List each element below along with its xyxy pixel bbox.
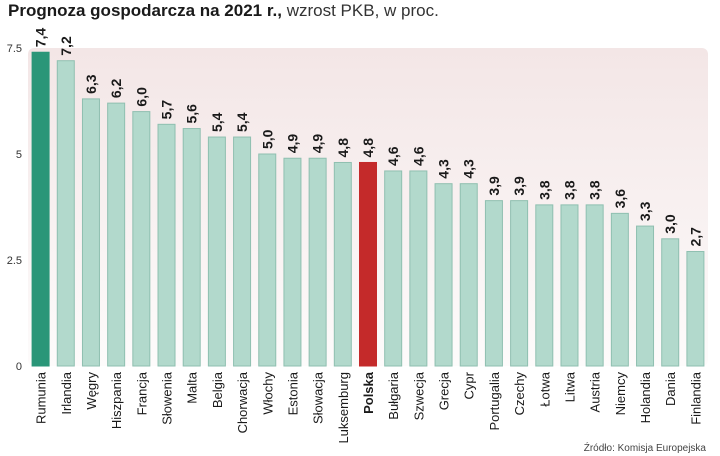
value-label: 3,9	[511, 176, 527, 196]
category-label: Słowacja	[311, 371, 326, 424]
value-label: 7,4	[33, 28, 49, 48]
bar	[636, 225, 655, 367]
value-label: 4,9	[284, 134, 300, 154]
value-label: 7,2	[58, 36, 74, 56]
value-label: 4,3	[461, 159, 477, 179]
y-tick-label: 2.5	[7, 255, 22, 267]
category-label: Litwa	[562, 371, 577, 402]
bar	[434, 183, 453, 367]
bar	[585, 204, 604, 367]
bar	[182, 128, 201, 367]
bar	[535, 204, 554, 367]
category-labels: Rumunia Irlandia Węgry Hiszpania Francja Słow…	[34, 371, 704, 443]
value-label: 4,6	[410, 146, 426, 166]
chart-title: Prognoza gospodarcza na 2021 r., wzrost …	[8, 1, 439, 21]
y-tick-label: 7.5	[7, 43, 22, 55]
value-label: 4,8	[335, 138, 351, 158]
chart-subtitle: wzrost PKB, w proc.	[286, 1, 439, 20]
bar	[233, 136, 252, 367]
bar	[459, 183, 478, 367]
category-label: Bułgaria	[386, 371, 401, 419]
category-label: Francja	[134, 371, 149, 415]
category-label: Finlandia	[688, 371, 703, 425]
bar	[56, 60, 75, 367]
category-label: Luksemburg	[336, 372, 351, 444]
category-label: Cypr	[462, 371, 477, 399]
category-label: Polska	[361, 371, 376, 414]
category-label: Czechy	[512, 372, 527, 416]
value-label: 5,0	[259, 129, 275, 149]
value-label: 3,3	[637, 201, 653, 221]
value-label: 3,8	[587, 180, 603, 200]
value-label: 4,8	[360, 138, 376, 158]
category-label: Hiszpania	[109, 371, 124, 429]
bar	[107, 102, 126, 367]
value-label: 5,4	[209, 112, 225, 132]
category-label: Rumunia	[34, 371, 49, 424]
value-label: 5,7	[159, 100, 175, 120]
bar	[484, 200, 503, 367]
bars	[31, 51, 705, 367]
bar	[333, 161, 352, 367]
value-label: 5,6	[184, 104, 200, 124]
bar	[81, 98, 100, 367]
category-label: Irlandia	[59, 371, 74, 414]
value-label: 4,6	[385, 146, 401, 166]
category-label: Szwecja	[411, 371, 426, 420]
bar	[207, 136, 226, 367]
bar	[157, 123, 176, 367]
category-label: Łotwa	[537, 371, 552, 406]
bar	[132, 111, 151, 367]
y-tick-label: 0	[16, 361, 22, 373]
bar	[258, 153, 277, 367]
category-label: Belgia	[210, 371, 225, 408]
value-label: 2,7	[687, 227, 703, 247]
category-label: Austria	[588, 371, 603, 412]
value-label: 6,2	[108, 78, 124, 98]
value-label: 6,0	[133, 87, 149, 107]
category-label: Portugalia	[487, 371, 502, 430]
value-label: 4,9	[310, 134, 326, 154]
category-label: Słowenia	[160, 371, 175, 425]
source-note: Źródło: Komisja Europejska	[583, 443, 706, 454]
value-labels: 7,4 7,2 6,3 6,2 6,0 5,7 5,6 5,4 5,4 5,0 4,9 4,9 4,8 4…	[33, 28, 704, 247]
bar	[610, 212, 629, 367]
bar	[661, 238, 680, 367]
category-label: Malta	[185, 371, 200, 404]
bar	[384, 170, 403, 367]
value-label: 5,4	[234, 112, 250, 132]
value-label: 3,9	[486, 176, 502, 196]
bar	[283, 157, 302, 367]
bar	[686, 251, 705, 367]
category-label: Węgry	[84, 372, 99, 410]
value-label: 4,3	[436, 159, 452, 179]
value-label: 3,8	[561, 180, 577, 200]
bar	[409, 170, 428, 367]
y-tick-label: 5	[16, 149, 22, 161]
value-label: 6,3	[83, 74, 99, 94]
bar	[359, 161, 377, 367]
y-axis: 0 2.5 5 7.5	[7, 43, 22, 373]
category-label: Włochy	[260, 372, 275, 415]
category-label: Estonia	[285, 371, 300, 415]
chart-title-bold: Prognoza gospodarcza na 2021 r.,	[8, 1, 282, 20]
value-label: 3,8	[536, 180, 552, 200]
category-label: Chorwacja	[235, 371, 250, 433]
value-label: 3,6	[612, 189, 628, 209]
category-label: Dania	[663, 371, 678, 406]
category-label: Holandia	[638, 371, 653, 423]
bar	[31, 51, 50, 367]
bar	[308, 157, 327, 367]
category-label: Niemcy	[613, 372, 628, 416]
value-label: 3,0	[662, 214, 678, 234]
bar	[510, 200, 529, 367]
bar	[560, 204, 579, 367]
category-label: Grecja	[437, 371, 452, 410]
